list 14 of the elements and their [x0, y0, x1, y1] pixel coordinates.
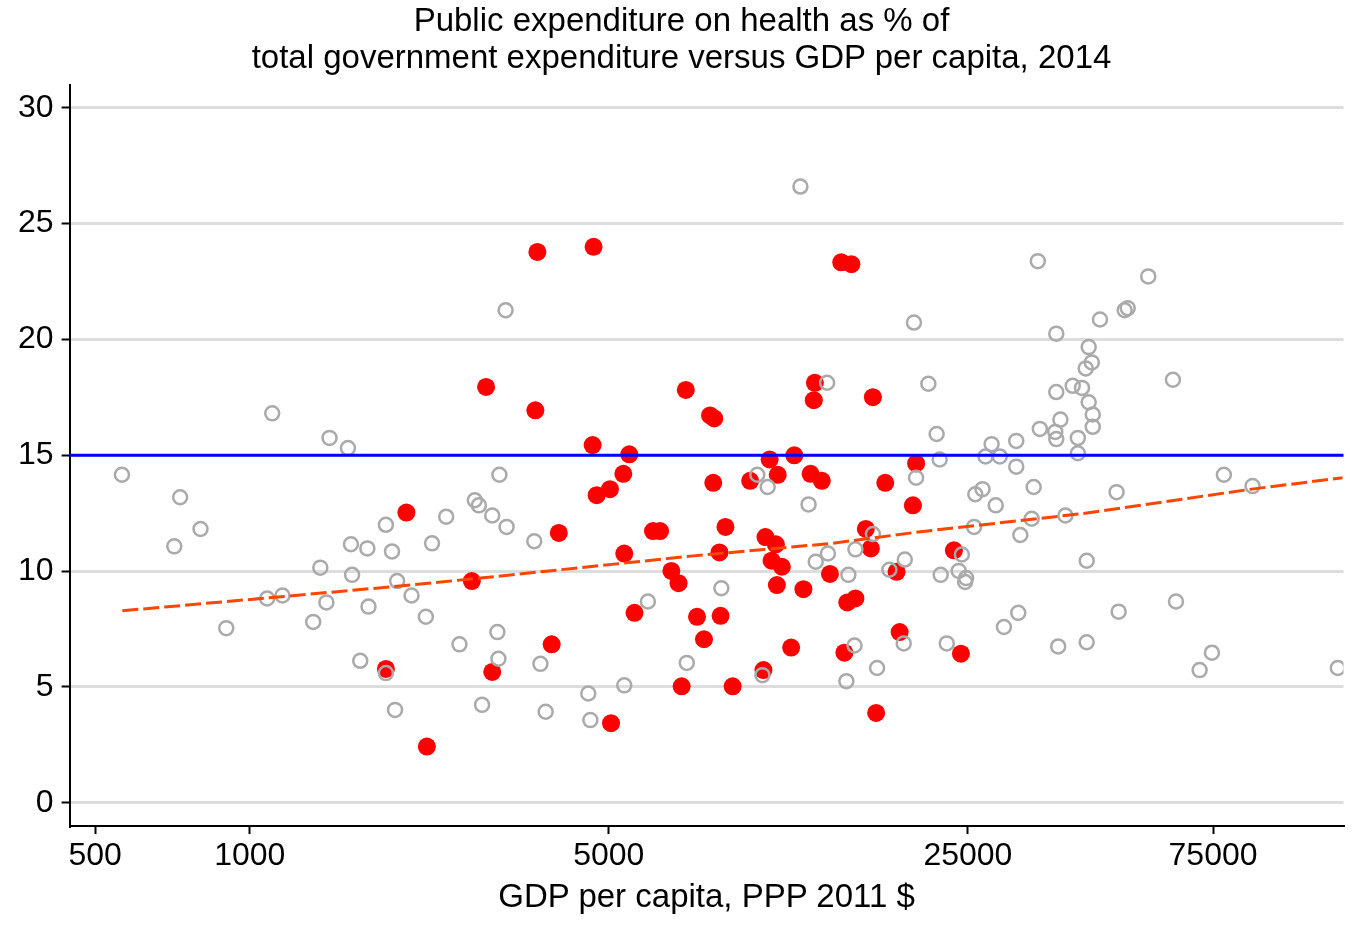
y-tick-label: 15	[18, 435, 54, 472]
y-tick-label: 20	[18, 319, 54, 356]
chart-title: Public expenditure on health as % of total government expenditure versus GDP per capita, 2014	[251, 1, 1112, 75]
x-tick-label: 5000	[573, 836, 645, 873]
y-tick-label: 5	[35, 666, 54, 703]
y-tick-label: 10	[18, 550, 54, 587]
x-axis-title: GDP per capita, PPP 2011 $	[498, 877, 915, 915]
y-tick-label: 30	[18, 87, 54, 124]
x-tick-label: 500	[68, 836, 122, 873]
x-tick-label: 75000	[1168, 836, 1258, 873]
x-tick-label: 25000	[923, 836, 1013, 873]
y-tick-label: 0	[35, 782, 54, 819]
x-tick-label: 1000	[214, 836, 286, 873]
y-tick-label: 25	[18, 203, 54, 240]
